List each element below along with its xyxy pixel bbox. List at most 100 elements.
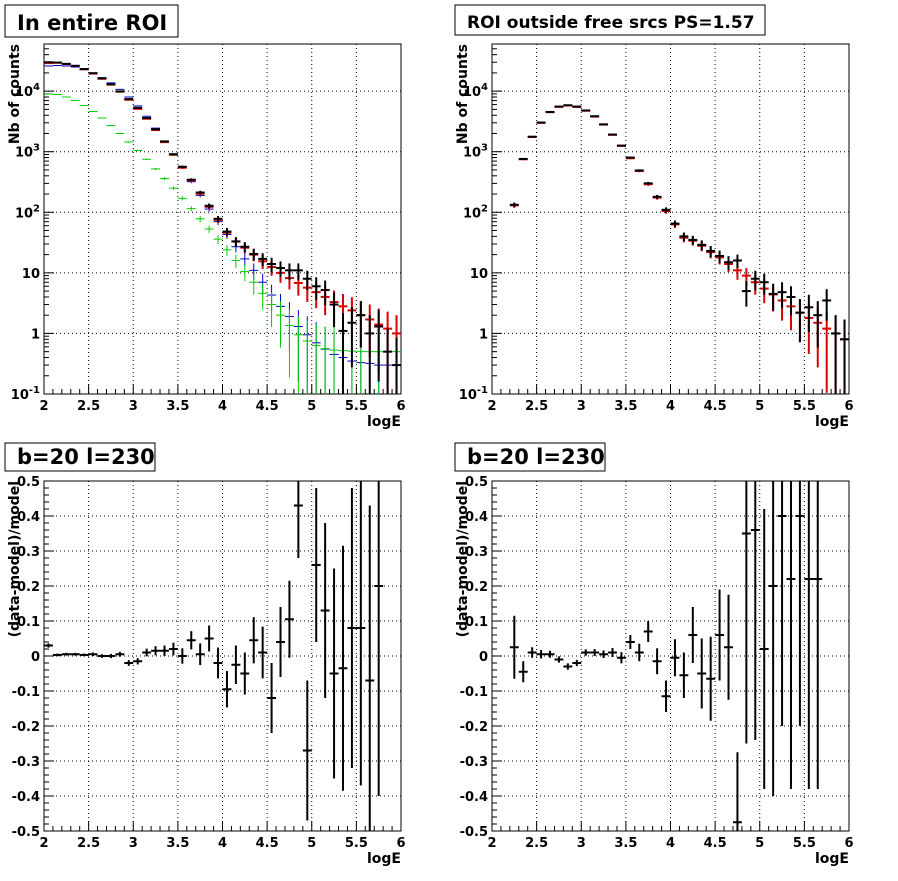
data-point [787,369,796,789]
data-point [124,99,133,100]
x-tick-label: 5.5 [345,399,368,414]
x-tick-label: 3 [129,399,138,414]
data-point [169,643,178,656]
data-point [160,177,169,180]
data-point [44,94,53,95]
data-point [751,271,760,290]
data-layer [44,62,401,486]
data-point [98,118,107,119]
x-tick-label: 5.5 [793,836,816,851]
data-point [249,274,258,295]
data-point [160,141,169,142]
data-point [321,523,330,698]
chart-title: b=20 l=230 [17,445,155,469]
data-point [115,133,124,134]
x-tick-label: 4.5 [256,836,279,851]
series-1 [510,306,822,876]
data-point [240,264,249,281]
data-point [697,639,706,709]
x-tick-label: 4 [666,836,675,851]
data-point [276,261,285,277]
data-point [330,327,339,471]
y-tick-label: 10 [470,267,488,282]
data-point [715,590,724,681]
data-point [804,369,813,789]
data-point [778,306,787,726]
data-point [89,653,98,657]
data-point [294,263,303,279]
x-tick-label: 3.5 [614,399,637,414]
data-point [365,315,374,454]
data-point [383,328,392,472]
data-point [142,116,151,117]
x-tick-label: 4 [218,399,227,414]
data-point [285,581,294,658]
data-point [778,282,787,308]
x-tick-label: 3 [577,399,586,414]
y-tick-label: -0.3 [460,755,488,770]
data-point [733,255,742,268]
data-point [581,110,590,111]
data-point [44,643,53,647]
grid-lines [492,44,849,394]
data-point [554,106,563,107]
data-point [697,240,706,250]
y-axis-label: Nb of counts [455,44,471,144]
y-tick-label: 10-1 [459,385,488,403]
data-point [742,281,751,306]
data-point [760,274,769,295]
chart-title: b=20 l=230 [467,445,605,469]
data-point [124,141,133,142]
data-point [563,663,572,669]
data-point [769,284,778,311]
x-axis-label: logE [815,414,849,430]
x-tick-label: 2 [487,399,496,414]
data-point [231,237,240,246]
x-tick-label: 3 [577,836,586,851]
data-point [312,324,321,467]
data-point [706,637,715,721]
data-point [258,627,267,679]
x-tick-label: 2 [39,836,48,851]
data-point [644,621,653,642]
x-tick-label: 2.5 [525,836,548,851]
data-point [258,283,267,310]
data-point [151,129,160,130]
data-point [321,280,330,305]
grid-lines [492,481,849,831]
x-tick-label: 6 [396,399,405,414]
data-point [537,650,546,658]
data-point [276,301,285,347]
series-2 [44,94,401,473]
data-point [724,256,733,270]
data-point [258,253,267,266]
data-point [339,546,348,791]
x-tick-label: 4.5 [256,399,279,414]
x-tick-label: 2 [39,399,48,414]
data-point [365,506,374,856]
data-point [249,249,258,261]
data-point [374,310,383,382]
series-3 [44,63,401,455]
y-tick-label: -0.3 [12,755,40,770]
data-point [769,376,778,796]
data-point [751,320,760,740]
data-point [626,635,635,649]
data-point [724,595,733,700]
data-point [787,286,796,315]
data-point [106,125,115,126]
y-tick-label: -0.2 [460,720,488,735]
data-point [214,216,223,222]
data-point [572,660,581,666]
y-axis-label: (data-model)/model [455,481,471,637]
data-point [62,653,71,656]
x-tick-label: 5 [307,399,316,414]
data-point [617,652,626,663]
data-point [240,653,249,695]
data-point [178,166,187,168]
data-point [71,653,80,656]
